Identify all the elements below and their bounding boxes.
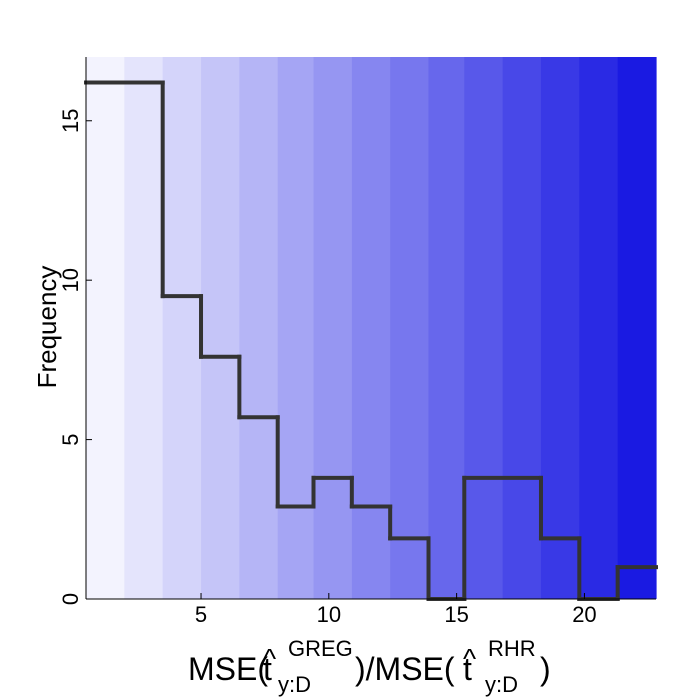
background-band-15 (617, 57, 657, 599)
x-tick-label-5: 5 (195, 602, 207, 627)
x-label-t-1: t (263, 651, 272, 687)
background-band-7 (313, 57, 353, 599)
background-bands (86, 57, 657, 599)
axes (85, 57, 656, 600)
background-band-3 (162, 57, 202, 599)
background-band-5 (239, 57, 279, 599)
x-label-t-2: t (463, 651, 472, 687)
x-label-sup-1: GREG (288, 636, 353, 661)
y-axis-label: Frequency (32, 266, 62, 389)
x-label-prefix: MSE( (188, 651, 268, 687)
x-tick-label-10: 10 (317, 602, 341, 627)
x-axis-label: MSE( ^ t GREG y:D )/MSE( ^ t RHR y:D ) (188, 636, 551, 697)
x-ticks: 5 10 15 20 (195, 593, 597, 627)
background-band-8 (351, 57, 391, 599)
background-band-14 (579, 57, 619, 599)
x-label-hat-2: ^ (463, 643, 476, 674)
x-label-sub-1: y:D (278, 672, 311, 697)
background-band-2 (124, 57, 164, 599)
background-band-12 (502, 57, 542, 599)
x-label-sub-2: y:D (485, 672, 518, 697)
background-band-4 (201, 57, 240, 599)
x-tick-label-15: 15 (444, 602, 468, 627)
background-band-6 (277, 57, 315, 599)
x-label-sup-2: RHR (488, 636, 536, 661)
x-label-hat-1: ^ (263, 643, 276, 674)
y-ticks: 0 5 10 15 (58, 109, 92, 605)
y-tick-label-10: 10 (58, 268, 83, 292)
y-tick-label-0: 0 (58, 593, 83, 605)
x-label-middle: )/MSE( (355, 651, 455, 687)
background-band-10 (428, 57, 465, 599)
background-band-1 (86, 57, 125, 599)
background-band-9 (390, 57, 430, 599)
background-band-13 (540, 57, 580, 599)
histogram-step-line (84, 80, 658, 601)
background-band-11 (464, 57, 504, 599)
x-tick-label-20: 20 (572, 602, 596, 627)
y-tick-label-15: 15 (58, 109, 83, 133)
x-label-suffix: ) (540, 651, 551, 687)
y-tick-label-5: 5 (58, 433, 83, 445)
